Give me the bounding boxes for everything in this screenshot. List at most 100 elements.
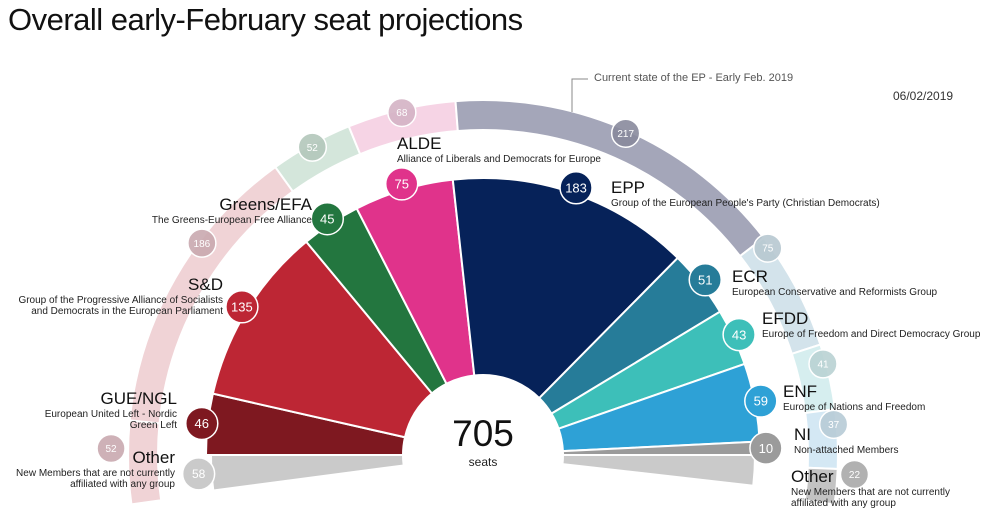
seat-count-label: 52 xyxy=(307,143,319,154)
seat-bubble xyxy=(744,384,778,418)
seat-bubble xyxy=(839,459,870,490)
seat-count-label: 22 xyxy=(849,470,861,481)
label-other-left: Other New Members that are not currently… xyxy=(0,448,175,491)
seat-bubble xyxy=(181,457,216,491)
label-ni: NI Non-attached Members xyxy=(794,425,899,456)
seat-count-label: 183 xyxy=(565,180,587,195)
bubble-alde: 75 xyxy=(384,167,419,201)
group-desc: Europe of Freedom and Direct Democracy G… xyxy=(762,328,981,340)
ring-bubble-ecr: 75 xyxy=(753,233,783,263)
seat-count-label: 186 xyxy=(194,239,211,250)
seat-bubble xyxy=(187,228,217,258)
label-gue-ngl: GUE/NGL European United Left - Nordic Gr… xyxy=(37,389,177,432)
ring-segment-ni xyxy=(803,466,839,506)
seat-bubble xyxy=(688,263,722,297)
label-enf: ENF Europe of Nations and Freedom xyxy=(783,382,925,413)
group-desc: Group of the Progressive Alliance of Soc… xyxy=(18,294,223,318)
seat-count-label: 10 xyxy=(759,441,773,456)
ring-bubble-s-d: 186 xyxy=(187,228,217,258)
group-desc: New Members that are not currently affil… xyxy=(16,467,175,491)
seat-bubble xyxy=(749,431,783,465)
total-seats-value: 705 xyxy=(452,413,514,454)
group-name: NI xyxy=(794,425,811,444)
seat-bubble xyxy=(387,97,417,128)
ring-bubble-efdd: 41 xyxy=(808,349,838,379)
seat-count-label: 45 xyxy=(320,211,334,226)
seat-count-label: 37 xyxy=(828,420,840,431)
wedge-epp xyxy=(451,177,680,400)
seat-bubble xyxy=(96,433,126,464)
group-desc: Group of the European People's Party (Ch… xyxy=(611,197,880,209)
group-name: S&D xyxy=(188,275,223,294)
seat-count-label: 59 xyxy=(754,394,768,409)
ring-bubble-ni: 22 xyxy=(839,459,870,490)
bubble-efdd: 43 xyxy=(722,317,756,352)
group-name: ALDE xyxy=(397,134,442,153)
ring-bubble-enf: 37 xyxy=(818,409,849,440)
bubble-ecr: 51 xyxy=(688,263,722,297)
bubble-other: 58 xyxy=(181,457,216,491)
label-ecr: ECR European Conservative and Reformists… xyxy=(732,267,937,298)
seat-count-label: 51 xyxy=(698,272,712,287)
bubble-s-d: 135 xyxy=(225,290,259,324)
group-name: Greens/EFA xyxy=(219,195,312,214)
group-desc: Non-attached Members xyxy=(794,444,899,456)
label-greens-efa: Greens/EFA The Greens-European Free Alli… xyxy=(152,195,312,226)
label-alde: ALDE Alliance of Liberals and Democrats … xyxy=(397,134,601,165)
group-name: Other xyxy=(132,448,175,467)
bubble-enf: 59 xyxy=(744,384,778,418)
group-name: Other xyxy=(791,467,834,486)
group-desc: European Conservative and Reformists Gro… xyxy=(732,286,938,298)
group-name: ECR xyxy=(732,267,768,286)
group-name: ENF xyxy=(783,382,817,401)
seat-count-label: 68 xyxy=(396,108,408,119)
group-desc: The Greens-European Free Alliance xyxy=(151,214,312,226)
current-state-annotation: Current state of the EP - Early Feb. 201… xyxy=(594,72,794,84)
annotation-bracket xyxy=(571,78,588,112)
wedge-other-left xyxy=(209,454,405,492)
seat-bubble xyxy=(808,349,838,379)
seat-count-label: 43 xyxy=(732,327,746,342)
seat-count-label: 75 xyxy=(762,244,774,255)
ring-bubble-gue-ngl: 52 xyxy=(96,433,126,464)
seat-bubble xyxy=(185,406,219,441)
seat-bubble xyxy=(818,409,849,440)
seat-bubble xyxy=(753,233,783,263)
label-s-d: S&D Group of the Progressive Alliance of… xyxy=(8,275,223,318)
seat-bubble xyxy=(225,290,259,324)
group-desc: New Members that are not currently affil… xyxy=(791,486,950,510)
seat-count-label: 58 xyxy=(192,467,206,481)
ring-bubble-greens-efa: 52 xyxy=(297,132,328,162)
projection-wedges xyxy=(204,177,762,492)
seat-count-label: 75 xyxy=(394,177,408,192)
current-state-ring xyxy=(127,99,839,506)
bubble-epp: 183 xyxy=(559,170,593,205)
label-epp: EPP Group of the European People's Party… xyxy=(611,178,880,209)
bubble-ni: 10 xyxy=(749,431,783,465)
bubble-gue-ngl: 46 xyxy=(185,406,219,441)
seat-bubble xyxy=(559,170,593,205)
seat-count-label: 135 xyxy=(231,299,253,314)
seat-bubble xyxy=(384,167,419,201)
seat-count-label: 52 xyxy=(105,444,117,455)
wedge-s-d xyxy=(211,240,434,439)
seat-bubble xyxy=(722,317,756,352)
seat-count-label: 41 xyxy=(817,359,829,370)
bubble-greens-efa: 45 xyxy=(310,201,345,236)
chart-title: Overall early-February seat projections xyxy=(8,2,523,37)
label-efdd: EFDD Europe of Freedom and Direct Democr… xyxy=(762,309,980,340)
group-name: EFDD xyxy=(762,309,809,328)
group-desc: Europe of Nations and Freedom xyxy=(783,401,926,413)
ring-bubble-alde: 68 xyxy=(387,97,417,128)
seat-bubble xyxy=(297,132,328,162)
group-desc: Alliance of Liberals and Democrats for E… xyxy=(397,153,601,165)
label-other-right: Other New Members that are not currently… xyxy=(791,467,966,510)
group-name: EPP xyxy=(611,178,646,197)
group-desc: European United Left - Nordic Green Left xyxy=(44,408,177,432)
wedge-other-right xyxy=(561,454,757,487)
group-name: GUE/NGL xyxy=(100,389,177,408)
total-seats-unit: seats xyxy=(468,455,498,469)
seat-bubble xyxy=(310,201,345,236)
seat-count-label: 217 xyxy=(617,129,634,140)
